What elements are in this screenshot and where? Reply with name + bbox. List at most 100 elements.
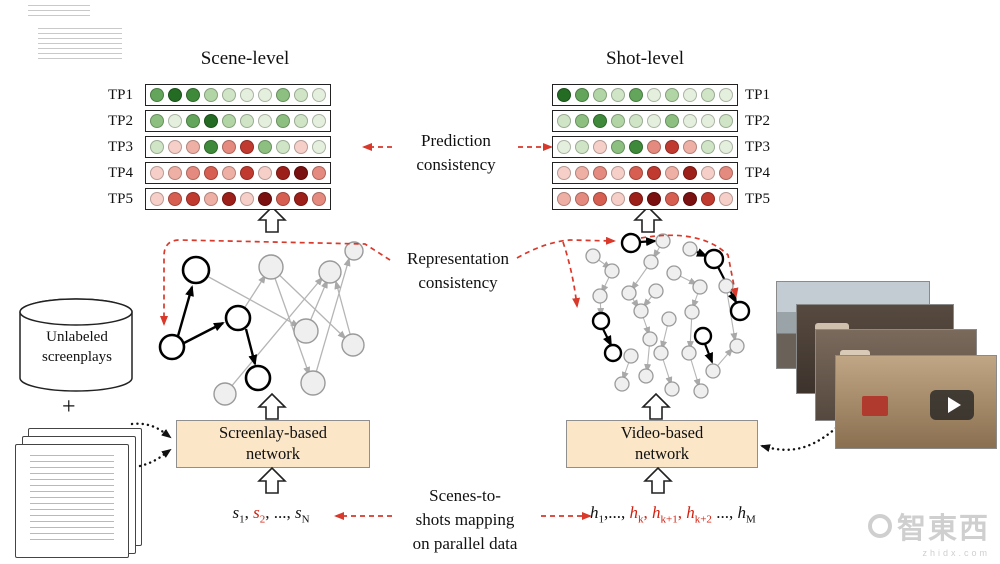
heat-dot xyxy=(683,192,697,206)
screenplay-network-box: Screenlay-based network xyxy=(176,420,370,468)
shot-graph-gray-edges xyxy=(592,240,738,388)
shot-token-sequence: h1,..., hk, hk+1, hk+2 ..., hM xyxy=(590,503,790,525)
play-button[interactable] xyxy=(930,390,974,420)
heat-dot xyxy=(575,192,589,206)
heat-dot xyxy=(294,88,308,102)
heatmap-bar xyxy=(145,84,331,106)
tp-label: TP3 xyxy=(108,138,134,155)
heat-dot xyxy=(204,114,218,128)
heat-dot xyxy=(258,166,272,180)
scene-graph-gray-nodes xyxy=(213,241,365,406)
heat-dot xyxy=(575,114,589,128)
heat-dot xyxy=(276,166,290,180)
heat-dot xyxy=(557,166,571,180)
db-label-line2: screenplays xyxy=(42,348,112,365)
heat-dot xyxy=(150,88,164,102)
watermark-subtext: zhidx.com xyxy=(922,548,990,558)
heat-dot xyxy=(222,114,236,128)
shot-graph xyxy=(585,232,751,399)
shot-graph-bold-nodes xyxy=(591,232,751,363)
frame-detail-red xyxy=(862,396,888,416)
heat-dot xyxy=(629,166,643,180)
scene-graph-bold-edges xyxy=(176,285,258,366)
heatmap-row: TP4 xyxy=(552,162,773,184)
video-box-line1: Video-based xyxy=(620,423,704,443)
heatmap-row: TP1 xyxy=(108,84,331,106)
heat-dot xyxy=(294,192,308,206)
heat-dot xyxy=(719,166,733,180)
heatmap-bar xyxy=(552,110,738,132)
heat-dot xyxy=(222,88,236,102)
shot-graph-bold-edges xyxy=(602,237,737,364)
heat-dot xyxy=(150,166,164,180)
heat-dot xyxy=(240,166,254,180)
video-to-network-arrow xyxy=(760,426,838,452)
screenplay-page xyxy=(15,444,129,558)
heat-dot xyxy=(611,140,625,154)
heat-dot xyxy=(168,166,182,180)
heatmap-row: TP5 xyxy=(552,188,773,210)
heat-dot xyxy=(611,192,625,206)
heat-dot xyxy=(240,88,254,102)
heat-dot xyxy=(258,140,272,154)
scene-graph-gray-edges xyxy=(195,257,354,395)
video-box-line2: network xyxy=(634,444,690,463)
heat-dot xyxy=(258,88,272,102)
watermark-logo-icon xyxy=(867,514,892,538)
heat-dot xyxy=(204,166,218,180)
movie-frame-4 xyxy=(835,355,997,449)
sequence-token: s1 xyxy=(232,503,245,526)
heat-dot xyxy=(593,114,607,128)
screenplay-text-fragment xyxy=(38,28,122,62)
heatmap-row: TP1 xyxy=(552,84,773,106)
heat-dot xyxy=(168,114,182,128)
representation-line2: consistency xyxy=(418,272,498,292)
prediction-line2: consistency xyxy=(416,154,496,174)
heatmap-row: TP2 xyxy=(108,110,331,132)
heat-dot xyxy=(222,140,236,154)
scene-graph xyxy=(158,241,365,406)
prediction-line1: Prediction xyxy=(421,131,491,150)
heat-dot xyxy=(683,166,697,180)
watermark-text: 智東西 xyxy=(896,513,990,545)
heat-dot xyxy=(204,140,218,154)
heat-dot xyxy=(557,114,571,128)
sequence-token: h1 xyxy=(590,503,604,526)
heat-dot xyxy=(719,140,733,154)
heat-dot xyxy=(575,140,589,154)
heat-dot xyxy=(719,114,733,128)
heat-dot xyxy=(665,114,679,128)
heat-dot xyxy=(240,114,254,128)
representation-arrow-right-2 xyxy=(562,241,581,308)
scene-graph-bold-nodes xyxy=(158,255,272,392)
mapping-label: Scenes-to- shots mapping on parallel dat… xyxy=(385,484,545,555)
sequence-token: ..., xyxy=(711,503,738,522)
heat-dot xyxy=(593,88,607,102)
heat-dot xyxy=(312,140,326,154)
heat-dot xyxy=(294,166,308,180)
heat-dot xyxy=(701,166,715,180)
heat-dot xyxy=(222,166,236,180)
heat-dot xyxy=(276,140,290,154)
heat-dot xyxy=(150,192,164,206)
db-label-line1: Unlabeled xyxy=(46,329,108,345)
heatmap-bar xyxy=(145,136,331,158)
heat-dot xyxy=(186,140,200,154)
representation-arrow-right-3 xyxy=(640,234,739,298)
heat-dot xyxy=(258,192,272,206)
heat-dot xyxy=(629,192,643,206)
heat-dot xyxy=(665,192,679,206)
heat-dot xyxy=(240,140,254,154)
tp-label: TP2 xyxy=(108,112,134,129)
heat-dot xyxy=(168,88,182,102)
heat-dot xyxy=(276,88,290,102)
heat-dot xyxy=(150,140,164,154)
heat-dot xyxy=(312,192,326,206)
heat-dot xyxy=(276,192,290,206)
heat-dot xyxy=(312,88,326,102)
heat-dot xyxy=(557,192,571,206)
pages-to-network-arrow xyxy=(138,448,172,468)
heatmap-row: TP4 xyxy=(108,162,331,184)
representation-line1: Representation xyxy=(407,249,509,268)
heat-dot xyxy=(186,114,200,128)
